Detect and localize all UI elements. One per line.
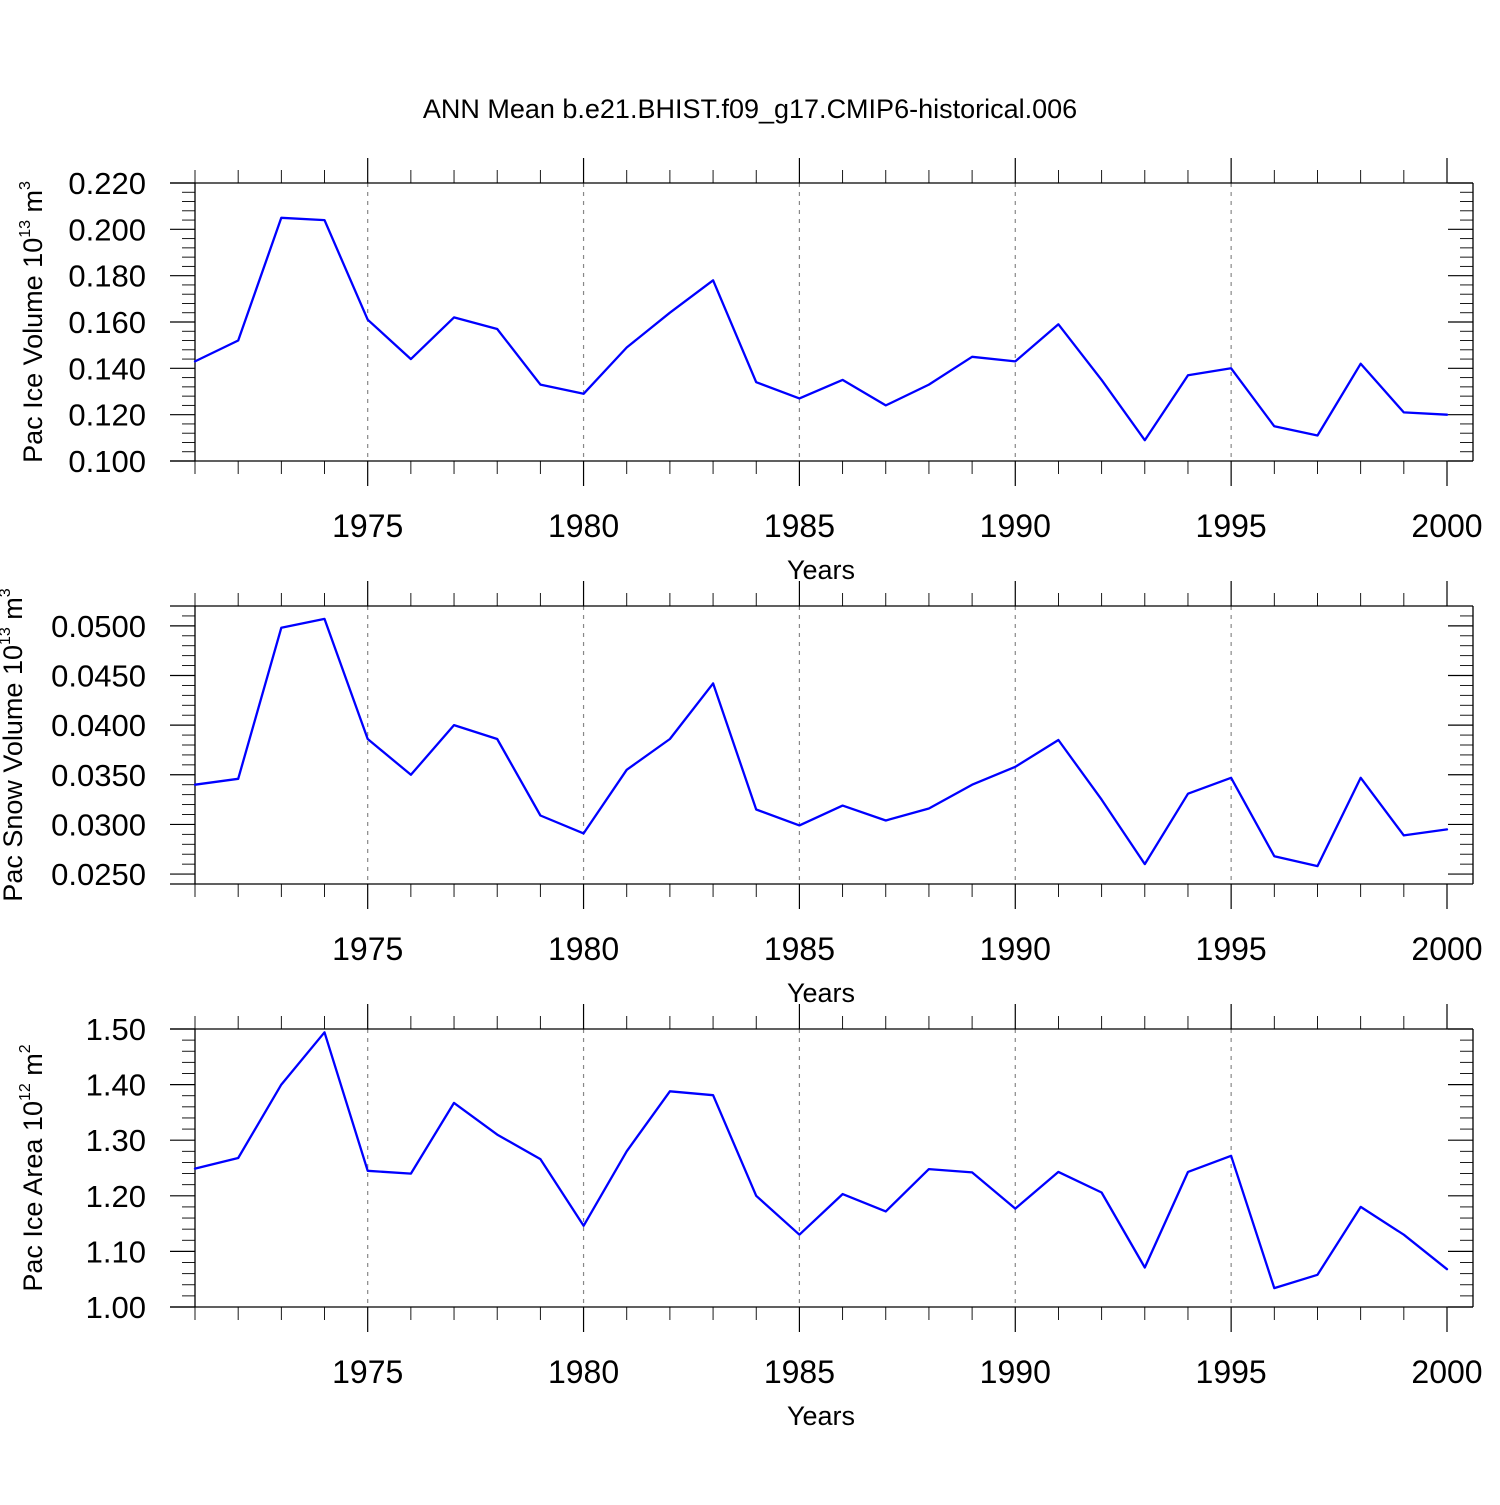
y-tick-label: 0.200 xyxy=(68,212,146,247)
y-tick-label: 0.0250 xyxy=(51,857,146,892)
chart-panel-3: 1975 1980 1985 1990 1995 2000 1.00 1.10 1.20 1.30… xyxy=(17,1004,1483,1431)
figure-title: ANN Mean b.e21.BHIST.f09_g17.CMIP6-histo… xyxy=(423,94,1077,124)
y-tick-label: 1.50 xyxy=(86,1012,146,1047)
y-tick-label: 1.00 xyxy=(86,1290,146,1325)
x-tick-label: 2000 xyxy=(1411,1354,1482,1390)
x-tick-label: 1985 xyxy=(764,1354,835,1390)
x-tick-label: 1985 xyxy=(764,931,835,967)
y-tick-label: 0.0500 xyxy=(51,609,146,644)
x-tick-label: 1975 xyxy=(332,931,403,967)
series-line xyxy=(193,1031,1449,1290)
x-tick-label: 2000 xyxy=(1411,508,1482,544)
y-tick-label: 1.40 xyxy=(86,1068,146,1103)
x-tick-label: 1975 xyxy=(332,1354,403,1390)
x-tick-label: 1990 xyxy=(980,931,1051,967)
x-tick-label: 1980 xyxy=(548,931,619,967)
x-tick-label: 1995 xyxy=(1196,508,1267,544)
x-tick-label: 1985 xyxy=(764,508,835,544)
x-axis-label: Years xyxy=(787,978,855,1008)
x-tick-label: 1980 xyxy=(548,508,619,544)
x-tick-label: 1995 xyxy=(1196,1354,1267,1390)
y-tick-label: 0.0450 xyxy=(51,659,146,694)
y-tick-label: 0.160 xyxy=(68,305,146,340)
y-tick-label: 0.120 xyxy=(68,398,146,433)
x-tick-label: 1975 xyxy=(332,508,403,544)
y-tick-label: 0.180 xyxy=(68,259,146,294)
series-line xyxy=(193,216,1449,442)
y-tick-label: 0.100 xyxy=(68,444,146,479)
x-tick-label: 1995 xyxy=(1196,931,1267,967)
x-tick-label: 2000 xyxy=(1411,931,1482,967)
y-axis-label: Pac Ice Area 1012 m2 xyxy=(17,1044,48,1291)
y-tick-label: 0.220 xyxy=(68,166,146,201)
y-tick-label: 1.10 xyxy=(86,1234,146,1269)
x-axis-label: Years xyxy=(787,1401,855,1431)
chart-panels: 1975 1980 1985 1990 1995 2000 0.100 0.120 0.140 0… xyxy=(0,158,1483,1431)
x-tick-label: 1980 xyxy=(548,1354,619,1390)
y-axis-label: Pac Snow Volume 1013 m3 xyxy=(0,588,28,901)
x-tick-label: 1990 xyxy=(980,508,1051,544)
y-axis-label: Pac Ice Volume 1013 m3 xyxy=(17,181,48,463)
y-tick-label: 0.0400 xyxy=(51,708,146,743)
x-tick-label: 1990 xyxy=(980,1354,1051,1390)
y-tick-label: 1.20 xyxy=(86,1179,146,1214)
y-tick-label: 1.30 xyxy=(86,1123,146,1158)
series-line xyxy=(193,617,1449,868)
y-tick-label: 0.0300 xyxy=(51,807,146,842)
y-tick-label: 0.140 xyxy=(68,351,146,386)
y-tick-label: 0.0350 xyxy=(51,758,146,793)
x-axis-label: Years xyxy=(787,555,855,585)
chart-panel-2: 1975 1980 1985 1990 1995 2000 0.0250 0.0300 0.03… xyxy=(0,581,1483,1008)
chart-panel-1: 1975 1980 1985 1990 1995 2000 0.100 0.120 0.140 0… xyxy=(17,158,1483,585)
